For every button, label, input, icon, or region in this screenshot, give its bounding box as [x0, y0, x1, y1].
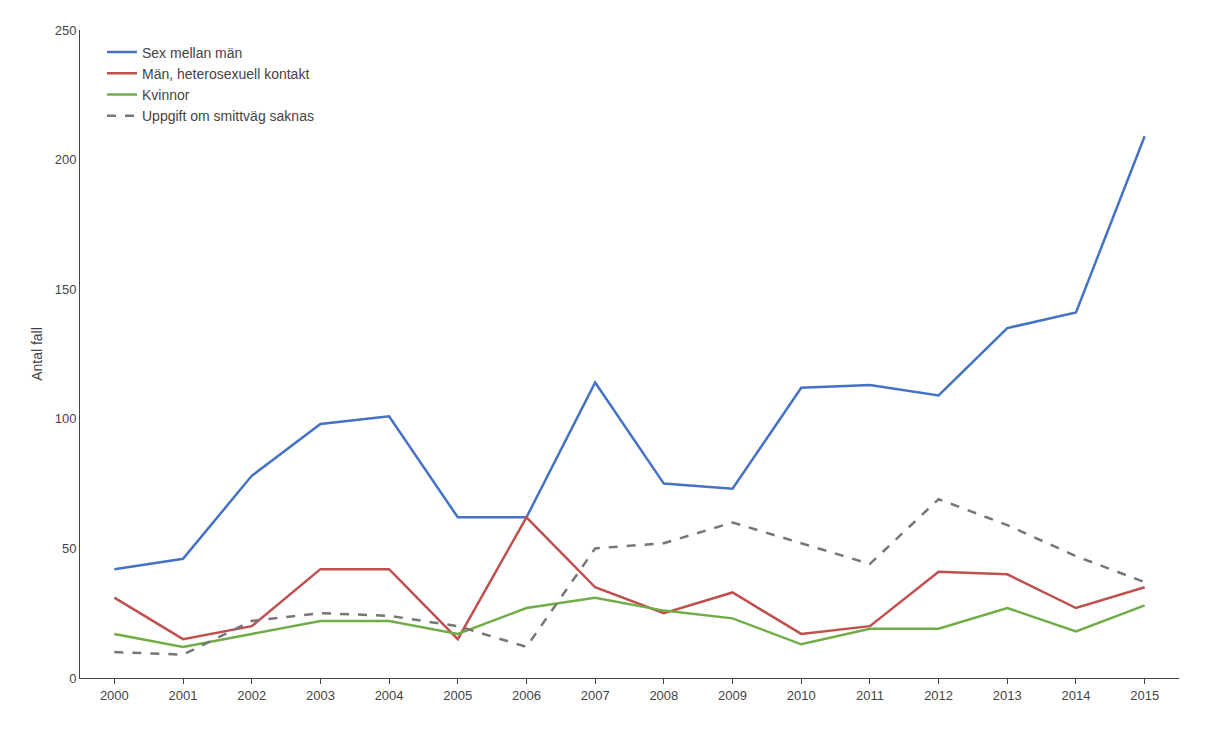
svg-text:2011: 2011: [856, 688, 884, 703]
svg-text:Kvinnor: Kvinnor: [142, 87, 190, 103]
svg-text:2008: 2008: [649, 688, 678, 703]
svg-text:200: 200: [55, 152, 77, 167]
svg-text:Uppgift om smittväg saknas: Uppgift om smittväg saknas: [142, 108, 314, 124]
svg-text:2003: 2003: [306, 688, 335, 703]
svg-text:2001: 2001: [169, 688, 198, 703]
svg-text:2002: 2002: [237, 688, 266, 703]
svg-text:2004: 2004: [375, 688, 404, 703]
svg-text:2015: 2015: [1130, 688, 1159, 703]
svg-text:2005: 2005: [443, 688, 472, 703]
svg-text:100: 100: [55, 411, 77, 426]
svg-text:Antal fall: Antal fall: [29, 327, 45, 381]
svg-text:50: 50: [62, 541, 76, 556]
svg-text:2000: 2000: [100, 688, 129, 703]
svg-text:2012: 2012: [924, 688, 953, 703]
svg-text:0: 0: [69, 671, 76, 686]
svg-text:Sex mellan män: Sex mellan män: [142, 45, 242, 61]
svg-text:2014: 2014: [1062, 688, 1091, 703]
svg-text:2007: 2007: [581, 688, 610, 703]
svg-text:250: 250: [55, 23, 77, 38]
svg-text:2010: 2010: [787, 688, 816, 703]
svg-text:2013: 2013: [993, 688, 1022, 703]
svg-text:Män, heterosexuell kontakt: Män, heterosexuell kontakt: [142, 66, 309, 82]
svg-text:2006: 2006: [512, 688, 541, 703]
svg-text:2009: 2009: [718, 688, 747, 703]
svg-text:150: 150: [55, 282, 77, 297]
